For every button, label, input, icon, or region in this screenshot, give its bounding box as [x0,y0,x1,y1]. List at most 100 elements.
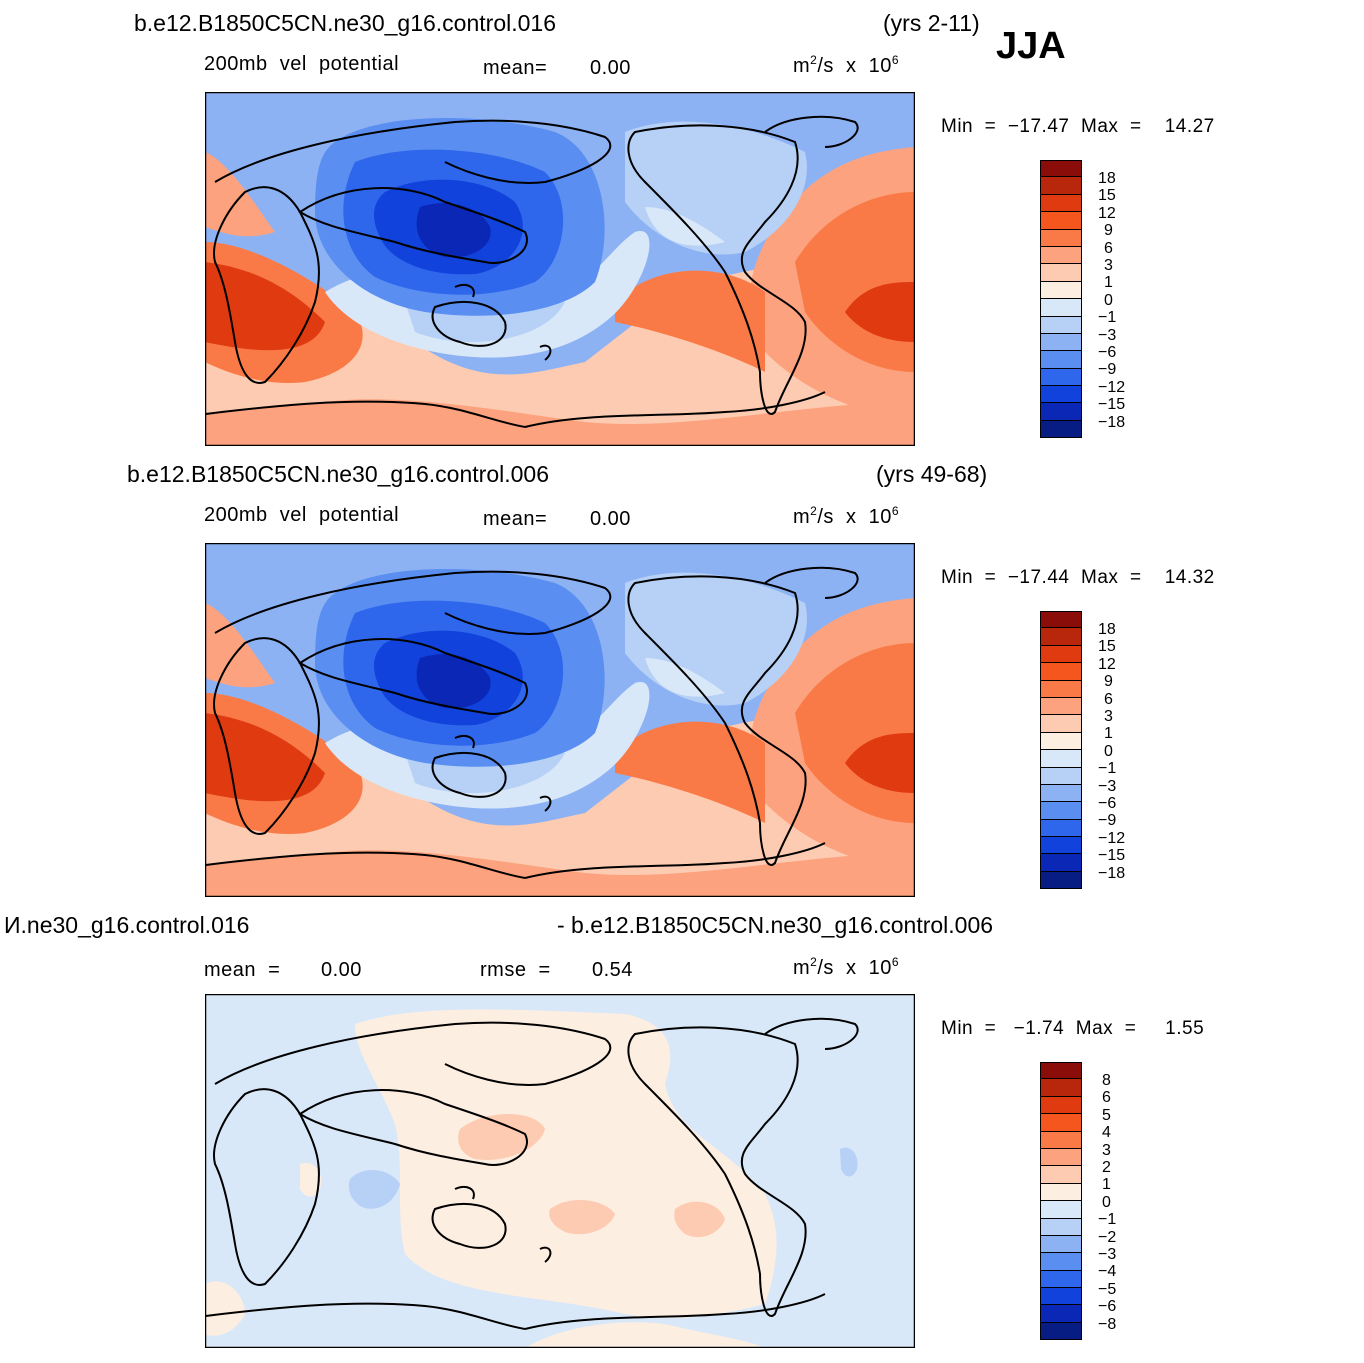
colorbar-tick-label: 18 [1098,621,1116,638]
colorbar-swatch [1040,767,1082,785]
colorbar-swatch [1040,212,1082,230]
colorbar-tick-label: 0 [1104,742,1113,760]
colorbar-tick-label: 6 [1104,239,1113,257]
colorbar-swatch [1040,732,1082,751]
colorbar-tick-label: −6 [1098,795,1117,812]
colorbar-tick-label: 9 [1104,222,1113,240]
panel3-units: m2/s x 106 [793,955,900,979]
colorbar-swatch [1040,1201,1082,1219]
colorbar-tick-label: −6 [1098,344,1117,361]
colorbar-tick-label: 6 [1104,690,1113,708]
panel3-mean-label: mean = [204,959,281,981]
panel2-case-title: b.e12.B1850C5CN.ne30_g16.control.006 [127,461,549,487]
colorbar-tick-label: 0 [1102,1193,1111,1211]
colorbar-tick-label: 1 [1102,1176,1111,1194]
colorbar-tick-label: −9 [1098,812,1117,830]
colorbar-swatch [1040,1270,1082,1289]
panel3-rmse-label: rmse = [480,959,551,981]
colorbar-tick-label: −1 [1098,760,1117,778]
panel1-colorbar [1040,160,1082,439]
colorbar-tick-label: −8 [1098,1315,1117,1333]
colorbar-swatch [1040,750,1082,768]
colorbar-swatch [1040,1218,1082,1236]
colorbar-swatch [1040,1322,1082,1341]
panel1-variable: 200mb vel potential [204,53,400,75]
colorbar-swatch [1040,802,1082,820]
colorbar-swatch [1040,351,1082,369]
colorbar-tick-label: −15 [1098,847,1126,865]
colorbar-tick-label: 6 [1102,1089,1111,1107]
panel2-map [205,543,915,897]
colorbar-swatch [1040,697,1082,716]
panel1-map [205,92,915,446]
colorbar-swatch [1040,819,1082,838]
colorbar-swatch [1040,1062,1082,1080]
panel1-mean-value: 0.00 [590,57,631,79]
colorbar-swatch [1040,663,1082,681]
panel3-rmse-value: 0.54 [592,959,633,981]
colorbar-tick-label: −5 [1098,1280,1117,1298]
colorbar-swatch [1040,316,1082,334]
panel3-map [205,994,915,1348]
colorbar-swatch [1040,784,1082,803]
colorbar-tick-label: −1 [1098,309,1117,327]
colorbar-swatch [1040,1114,1082,1132]
colorbar-swatch [1040,1235,1082,1254]
colorbar-swatch [1040,194,1082,213]
panel1-years: (yrs 2-11) [883,10,980,36]
panel2-units: m2/s x 106 [793,504,900,528]
colorbar-swatch [1040,628,1082,646]
panel2-variable: 200mb vel potential [204,504,400,526]
colorbar-tick-label: −12 [1098,378,1126,396]
colorbar-swatch [1040,1253,1082,1271]
colorbar-tick-label: −3 [1098,777,1117,795]
colorbar-tick-label: 1 [1104,274,1113,292]
colorbar-tick-label: 3 [1104,257,1113,274]
colorbar-swatch [1040,299,1082,317]
colorbar-swatch [1040,1079,1082,1097]
panel3-colorbar [1040,1062,1082,1341]
colorbar-swatch [1040,1166,1082,1184]
colorbar-swatch [1040,680,1082,698]
panel3-mean-value: 0.00 [321,959,362,981]
colorbar-tick-label: 12 [1098,655,1116,673]
colorbar-swatch [1040,229,1082,247]
colorbar-swatch [1040,160,1082,178]
season-label: JJA [996,25,1066,67]
panel1-case-title: b.e12.B1850C5CN.ne30_g16.control.016 [134,10,556,36]
colorbar-tick-label: 2 [1102,1159,1111,1176]
panel2-minmax: Min = −17.44 Max = 14.32 [941,567,1215,588]
colorbar-tick-label: 4 [1102,1124,1111,1142]
panel2-years: (yrs 49-68) [876,461,988,487]
colorbar-tick-label: −2 [1098,1228,1117,1246]
colorbar-swatch [1040,837,1082,855]
colorbar-swatch [1040,715,1082,733]
colorbar-swatch [1040,246,1082,265]
colorbar-tick-label: −6 [1098,1298,1117,1316]
colorbar-tick-label: 12 [1098,204,1116,222]
panel1-mean-label: mean= [483,57,548,79]
colorbar-tick-label: −4 [1098,1263,1117,1281]
panel3-case-right: - b.e12.B1850C5CN.ne30_g16.control.006 [557,912,994,938]
colorbar-tick-label: 9 [1104,673,1113,691]
colorbar-swatch [1040,281,1082,300]
colorbar-tick-label: 8 [1102,1072,1111,1089]
panel1-minmax: Min = −17.47 Max = 14.27 [941,116,1215,137]
panel2-mean-value: 0.00 [590,508,631,530]
colorbar-swatch [1040,420,1082,439]
colorbar-tick-label: −9 [1098,361,1117,379]
colorbar-tick-label: 1 [1104,725,1113,743]
colorbar-tick-label: 3 [1104,708,1113,725]
colorbar-tick-label: −18 [1098,864,1126,882]
colorbar-swatch [1040,1096,1082,1115]
colorbar-swatch [1040,1305,1082,1323]
colorbar-tick-label: −18 [1098,413,1126,431]
panel2-colorbar [1040,611,1082,890]
colorbar-swatch [1040,333,1082,352]
colorbar-swatch [1040,264,1082,282]
colorbar-swatch [1040,611,1082,629]
panel3-minmax: Min = −1.74 Max = 1.55 [941,1018,1205,1039]
colorbar-tick-label: −3 [1098,1246,1117,1263]
colorbar-tick-label: 18 [1098,170,1116,187]
colorbar-swatch [1040,1183,1082,1202]
